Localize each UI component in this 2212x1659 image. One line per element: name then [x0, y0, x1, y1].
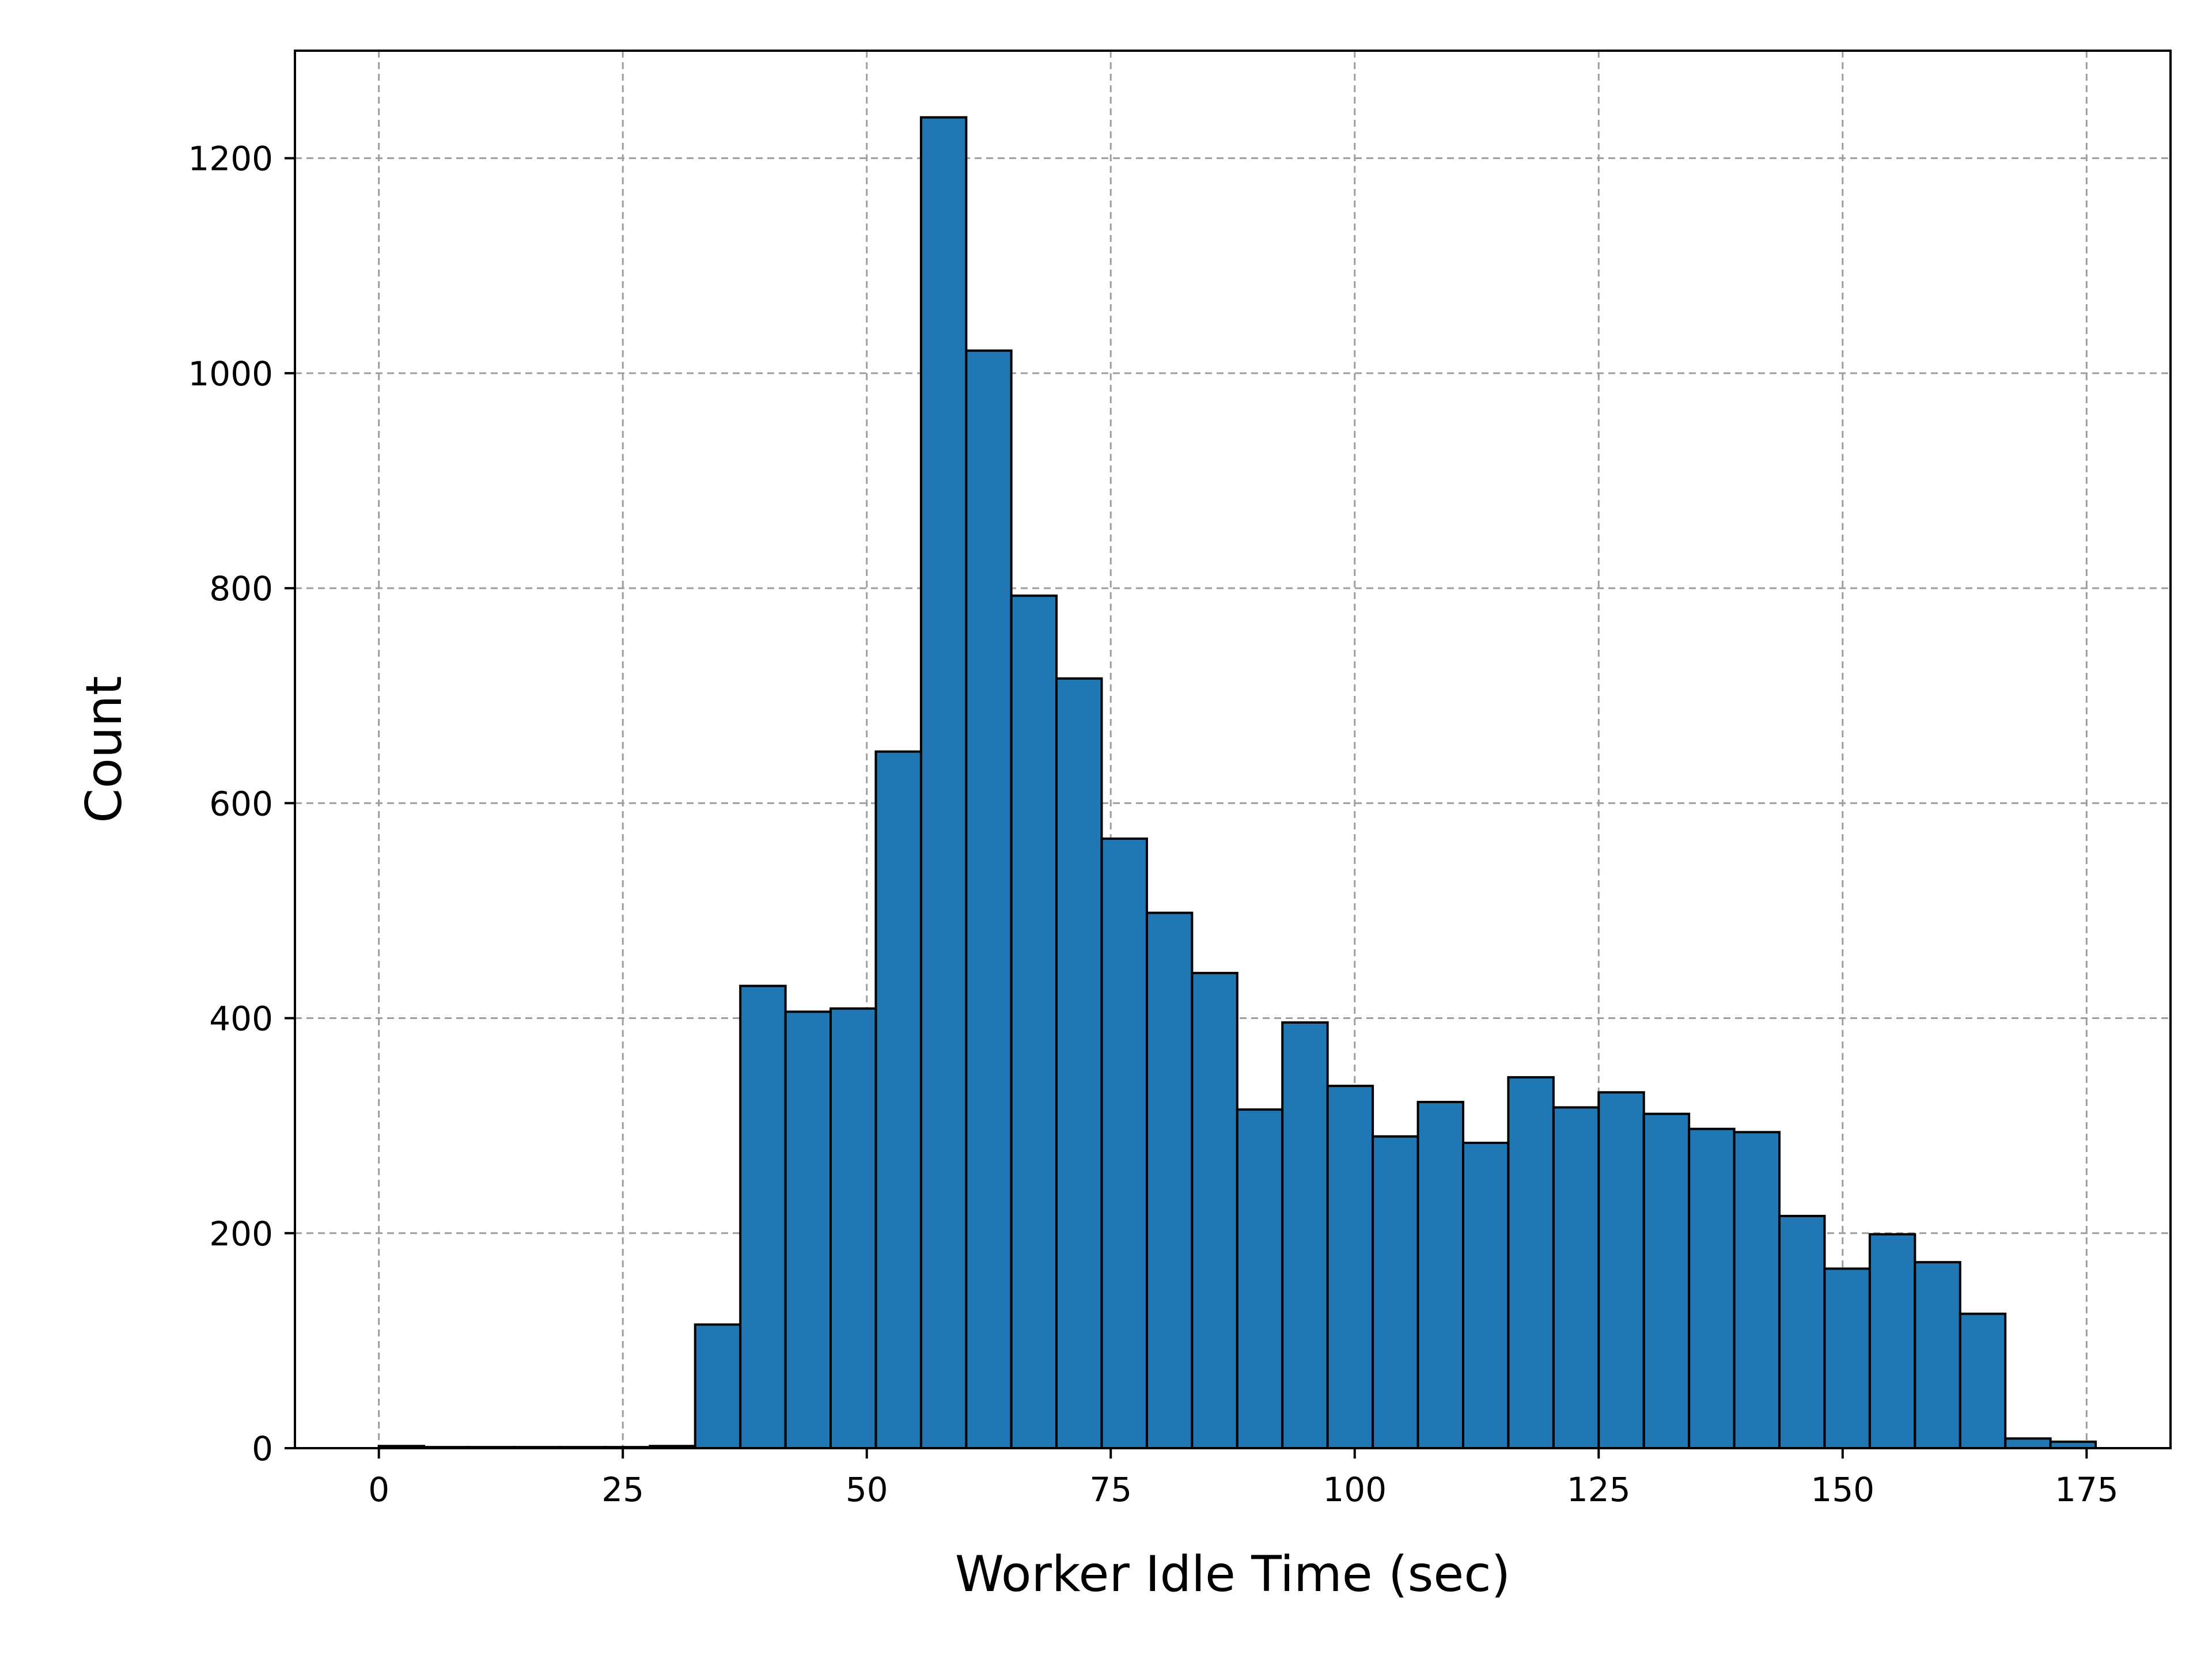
histogram-bar — [1507, 1076, 1555, 1449]
x-tick-label: 125 — [1567, 1470, 1631, 1509]
plot-frame — [294, 50, 2172, 1449]
histogram-bar — [1326, 1085, 1374, 1450]
x-tick-label: 175 — [2055, 1470, 2119, 1509]
histogram-bar — [2004, 1437, 2052, 1449]
histogram-bar — [784, 1010, 832, 1449]
histogram-bar — [1100, 837, 1148, 1449]
x-tick-label: 100 — [1323, 1470, 1387, 1509]
y-tick-label: 800 — [209, 569, 273, 608]
y-tick-label: 400 — [209, 999, 273, 1039]
histogram-bar — [1688, 1127, 1736, 1449]
histogram-bar — [1868, 1233, 1916, 1450]
histogram-bar — [1959, 1312, 2007, 1449]
histogram-bar — [1416, 1101, 1464, 1450]
histogram-bar — [830, 1007, 877, 1449]
y-tick-label: 1200 — [188, 139, 273, 179]
histogram-bar — [1642, 1112, 1691, 1449]
x-tick-label: 150 — [1810, 1470, 1874, 1509]
histogram-bar — [965, 349, 1013, 1449]
y-tick-label: 600 — [209, 784, 273, 823]
histogram-bar — [1236, 1108, 1284, 1449]
histogram-bars — [377, 116, 2097, 1450]
y-axis-label: Count — [75, 676, 133, 823]
x-axis-label: Worker Idle Time (sec) — [955, 1546, 1510, 1603]
histogram-bar — [1733, 1131, 1781, 1450]
x-tick-label: 75 — [1089, 1470, 1132, 1509]
x-tick-label: 0 — [368, 1470, 389, 1509]
x-axis-ticks: 0 25 50 75 100 125 150 175 — [368, 1448, 2119, 1509]
histogram-bar — [1778, 1214, 1826, 1450]
x-tick-label: 25 — [601, 1470, 644, 1509]
histogram-bar — [874, 750, 922, 1449]
histogram-bar — [1010, 594, 1058, 1449]
y-axis-ticks: 0 200 400 600 800 1000 1200 — [188, 139, 295, 1468]
histogram-bar — [1281, 1021, 1329, 1449]
x-tick-label: 50 — [846, 1470, 888, 1509]
y-tick-label: 0 — [252, 1429, 273, 1468]
histogram-bar — [739, 984, 787, 1449]
histogram-bar — [1597, 1091, 1645, 1449]
histogram-bar — [1914, 1261, 1961, 1449]
histogram-bar — [1145, 911, 1194, 1449]
histogram-bar — [1191, 972, 1238, 1450]
histogram-bar — [1823, 1267, 1871, 1449]
y-tick-label: 200 — [209, 1214, 273, 1253]
y-tick-label: 1000 — [188, 354, 273, 393]
histogram-bar — [694, 1323, 742, 1450]
histogram-bar — [1372, 1135, 1419, 1450]
histogram-bar — [1055, 677, 1103, 1449]
histogram-bar — [1461, 1142, 1510, 1449]
histogram-bar — [1552, 1106, 1600, 1449]
histogram-bar — [919, 116, 968, 1449]
